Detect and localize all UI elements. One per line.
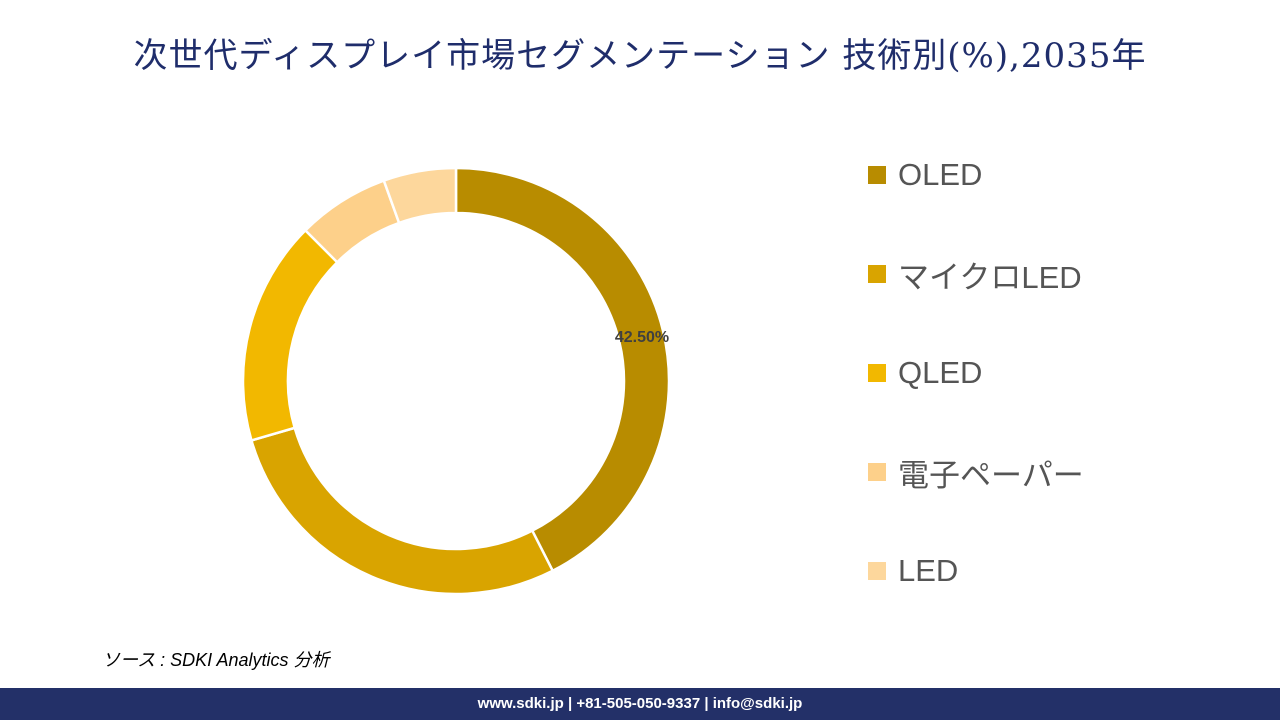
- legend-item: QLED: [868, 348, 982, 398]
- chart-title: 次世代ディスプレイ市場セグメンテーション 技術別(%),2035年: [133, 36, 1147, 76]
- legend-item: 電子ペーパー: [868, 447, 1084, 497]
- donut-slice-0: [454, 166, 671, 573]
- legend-swatch: [868, 463, 886, 481]
- legend-label: OLED: [898, 157, 983, 192]
- legend-label: LED: [898, 553, 959, 588]
- legend-swatch: [868, 166, 886, 184]
- legend-item: LED: [868, 546, 958, 596]
- legend-swatch: [868, 364, 886, 382]
- legend-item: OLED: [868, 150, 982, 200]
- footer-contact: www.sdki.jp | +81-505-050-9337 | info@sd…: [0, 688, 1280, 720]
- legend-item: マイクロLED: [868, 249, 1082, 299]
- source-note: ソース : SDKI Analytics 分析: [102, 650, 330, 670]
- legend-swatch: [868, 562, 886, 580]
- legend-label: QLED: [898, 355, 983, 390]
- legend-swatch: [868, 265, 886, 283]
- data-label-0: 42.50%: [615, 329, 669, 346]
- legend-label: 電子ペーパー: [898, 457, 1084, 493]
- donut-slice-1: [249, 426, 555, 596]
- legend-label: マイクロLED: [898, 259, 1082, 295]
- donut-slice-2: [241, 228, 339, 442]
- donut-slice-4: [382, 166, 458, 225]
